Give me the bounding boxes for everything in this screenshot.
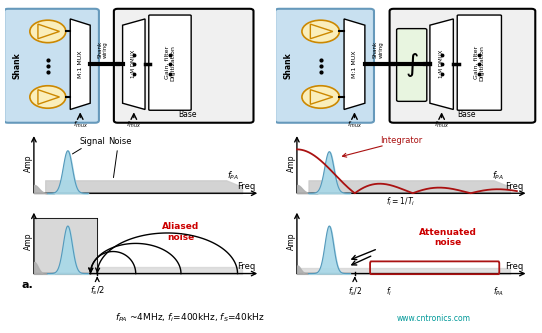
Text: $f_s/2$: $f_s/2$ <box>89 285 105 297</box>
Polygon shape <box>430 19 453 110</box>
Text: Shank
wiring: Shank wiring <box>97 41 108 58</box>
Text: Shank: Shank <box>12 52 21 79</box>
Polygon shape <box>344 19 365 110</box>
Text: Base: Base <box>178 111 197 120</box>
Text: $f_{mux}$: $f_{mux}$ <box>126 120 141 130</box>
Polygon shape <box>38 90 60 104</box>
Text: Aliased
noise: Aliased noise <box>163 222 199 241</box>
Text: Base: Base <box>457 111 475 120</box>
FancyBboxPatch shape <box>4 9 99 123</box>
Text: Gain, filter
Digitization: Gain, filter Digitization <box>474 45 485 81</box>
FancyBboxPatch shape <box>457 15 501 110</box>
Text: Signal: Signal <box>79 137 105 146</box>
Polygon shape <box>122 19 145 110</box>
Text: Shank
wiring: Shank wiring <box>372 41 383 58</box>
Text: $f_{PA}$ ~4MHz, $f_i$=400kHz, $f_S$=40kHz: $f_{PA}$ ~4MHz, $f_i$=400kHz, $f_S$=40kH… <box>115 312 264 324</box>
Text: $f_{mux}$: $f_{mux}$ <box>73 120 88 130</box>
Text: $f_{mux}$: $f_{mux}$ <box>434 120 449 130</box>
Circle shape <box>30 20 66 43</box>
Circle shape <box>30 86 66 108</box>
Text: Freq: Freq <box>506 262 524 271</box>
Text: M:1 MUX: M:1 MUX <box>78 51 83 78</box>
Text: 1:M DMUX: 1:M DMUX <box>131 50 137 78</box>
Polygon shape <box>311 24 333 39</box>
Polygon shape <box>38 24 60 39</box>
Circle shape <box>302 20 339 43</box>
Text: Freq: Freq <box>506 182 524 191</box>
Text: Freq: Freq <box>237 182 256 191</box>
Text: 1:M DMUX: 1:M DMUX <box>439 50 444 78</box>
Text: Freq: Freq <box>237 262 256 271</box>
Text: Amp: Amp <box>24 155 33 172</box>
Text: www.cntronics.com: www.cntronics.com <box>397 313 470 323</box>
Polygon shape <box>70 19 90 110</box>
Text: $f_{PA}$: $f_{PA}$ <box>492 169 505 182</box>
Text: M:1 MUX: M:1 MUX <box>352 51 357 78</box>
Text: $f_{PA}$: $f_{PA}$ <box>493 285 504 298</box>
Text: $f_{PA}$: $f_{PA}$ <box>227 169 239 182</box>
Text: Amp: Amp <box>287 233 295 250</box>
Text: Attenuated
noise: Attenuated noise <box>418 228 476 247</box>
Text: $f_i$: $f_i$ <box>386 285 392 298</box>
FancyBboxPatch shape <box>397 29 427 101</box>
Text: $f_i=1/T_i$: $f_i=1/T_i$ <box>386 195 416 208</box>
Text: Noise: Noise <box>108 137 132 146</box>
Text: Gain, filter
Digitization: Gain, filter Digitization <box>165 45 176 81</box>
Text: $f_{mux}$: $f_{mux}$ <box>347 120 362 130</box>
FancyBboxPatch shape <box>275 9 374 123</box>
Text: Shank: Shank <box>283 52 293 79</box>
FancyBboxPatch shape <box>390 9 535 123</box>
FancyBboxPatch shape <box>114 9 254 123</box>
FancyBboxPatch shape <box>149 15 191 110</box>
Text: Integrator: Integrator <box>380 136 422 145</box>
Text: $\int$: $\int$ <box>405 51 418 79</box>
Circle shape <box>302 86 339 108</box>
Text: $f_s/2$: $f_s/2$ <box>348 285 362 298</box>
Text: a.: a. <box>22 280 34 290</box>
Polygon shape <box>311 90 333 104</box>
Text: Amp: Amp <box>24 233 33 250</box>
Text: Amp: Amp <box>287 155 295 172</box>
